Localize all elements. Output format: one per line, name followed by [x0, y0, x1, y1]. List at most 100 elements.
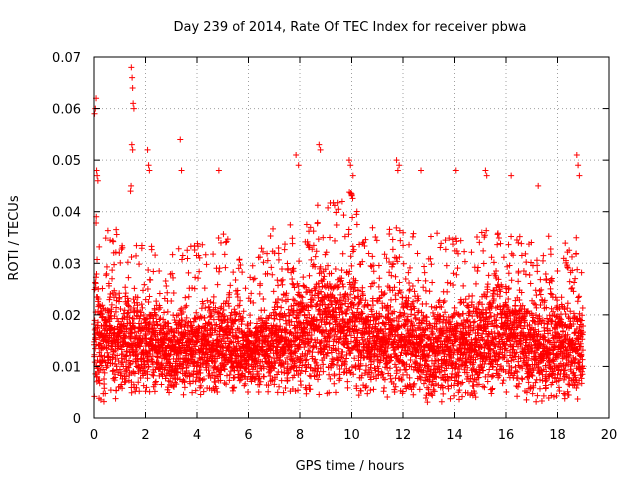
data-point	[144, 368, 151, 375]
data-point	[416, 373, 423, 380]
data-point	[488, 359, 495, 366]
data-point	[465, 304, 472, 311]
data-point	[234, 287, 241, 294]
data-point	[508, 364, 515, 371]
data-point	[531, 318, 538, 325]
data-point	[460, 299, 467, 306]
data-point	[392, 383, 399, 390]
data-point	[224, 236, 231, 243]
data-point	[339, 301, 346, 308]
data-point	[236, 310, 243, 317]
data-point	[514, 368, 521, 375]
data-point	[445, 314, 452, 321]
data-point	[371, 279, 378, 286]
data-point	[197, 364, 204, 371]
data-point	[370, 329, 377, 336]
data-point	[387, 296, 394, 303]
data-point	[183, 302, 190, 309]
data-point	[184, 327, 191, 334]
data-point	[322, 266, 329, 273]
data-point	[314, 300, 321, 307]
data-point	[433, 374, 440, 381]
data-point	[226, 371, 233, 378]
data-point	[341, 233, 348, 240]
data-point	[484, 281, 491, 288]
data-point	[256, 375, 263, 382]
data-point	[349, 195, 356, 202]
data-point	[170, 382, 177, 389]
data-point	[434, 230, 441, 237]
data-point	[256, 290, 263, 297]
data-point	[488, 254, 495, 261]
data-point	[442, 237, 449, 244]
data-point	[220, 231, 227, 238]
data-point	[192, 343, 199, 350]
data-point	[293, 335, 300, 342]
data-point	[537, 276, 544, 283]
data-point	[367, 387, 374, 394]
data-point	[338, 275, 345, 282]
data-point	[470, 319, 477, 326]
data-point	[409, 233, 416, 240]
data-point	[443, 317, 450, 324]
data-point	[133, 252, 140, 259]
data-point	[425, 363, 432, 370]
data-point	[151, 388, 158, 395]
data-point	[440, 390, 447, 397]
data-point	[168, 298, 175, 305]
data-point	[113, 387, 120, 394]
data-point	[200, 388, 207, 395]
data-point	[195, 275, 202, 282]
data-point	[330, 325, 337, 332]
data-point	[178, 323, 185, 330]
data-point	[396, 279, 403, 286]
data-point	[354, 287, 361, 294]
data-point	[473, 305, 480, 312]
data-point	[496, 293, 503, 300]
data-point	[175, 312, 182, 319]
data-point	[323, 249, 330, 256]
data-point	[456, 387, 463, 394]
data-point	[104, 362, 111, 369]
data-point	[343, 351, 350, 358]
data-point	[476, 370, 483, 377]
data-point	[558, 366, 565, 373]
data-point	[513, 308, 520, 315]
data-point	[252, 377, 259, 384]
data-point	[518, 337, 525, 344]
data-point	[206, 320, 213, 327]
data-point	[286, 312, 293, 319]
data-point	[171, 333, 178, 340]
data-point	[131, 370, 138, 377]
data-point	[123, 348, 130, 355]
data-point	[427, 322, 434, 329]
data-point	[400, 229, 407, 236]
data-point	[559, 343, 566, 350]
data-point	[191, 285, 198, 292]
data-point	[462, 296, 469, 303]
data-point	[530, 384, 537, 391]
data-point	[513, 349, 520, 356]
data-point	[263, 320, 270, 327]
data-point	[317, 263, 324, 270]
data-point	[268, 264, 275, 271]
data-point	[206, 303, 213, 310]
data-point	[264, 338, 271, 345]
data-point	[210, 299, 217, 306]
data-point	[273, 312, 280, 319]
data-point	[147, 321, 154, 328]
data-point	[178, 256, 185, 263]
data-point	[472, 347, 479, 354]
data-point	[381, 290, 388, 297]
data-point	[437, 337, 444, 344]
data-point	[386, 226, 393, 233]
data-point	[310, 242, 317, 249]
data-point	[484, 286, 491, 293]
data-point	[216, 265, 223, 272]
data-point	[275, 256, 282, 263]
data-point	[505, 270, 512, 277]
data-point	[487, 346, 494, 353]
data-point	[118, 355, 125, 362]
data-point	[494, 361, 501, 368]
data-point	[274, 349, 281, 356]
